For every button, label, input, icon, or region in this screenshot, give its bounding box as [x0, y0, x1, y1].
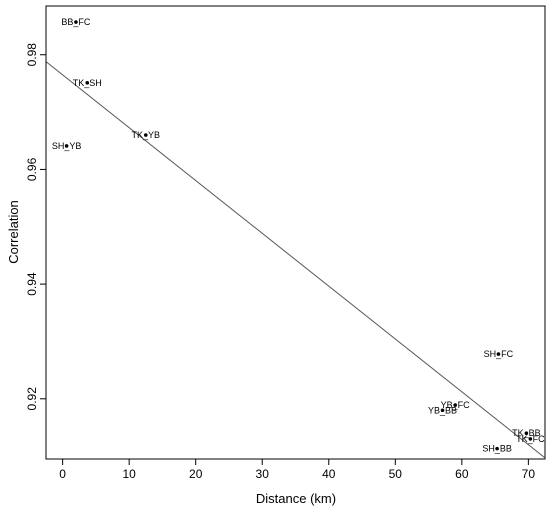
- y-tick-label: 0.96: [25, 157, 39, 181]
- data-point: [74, 20, 78, 24]
- x-tick-label: 30: [256, 467, 270, 481]
- y-axis-title: Correlation: [6, 200, 21, 264]
- point-label: BB_FC: [61, 17, 91, 27]
- data-point: [85, 81, 90, 85]
- x-tick-label: 50: [389, 467, 403, 481]
- y-tick-label: 0.98: [25, 43, 39, 67]
- y-tick-label: 0.92: [25, 387, 39, 411]
- x-tick-label: 70: [522, 467, 536, 481]
- point-label: YB_FC: [441, 400, 471, 410]
- point-label: SH_YB: [52, 141, 82, 151]
- x-tick-label: 0: [59, 467, 66, 481]
- regression-line: [45, 61, 546, 459]
- data-point: [495, 446, 499, 451]
- data-point: [524, 431, 529, 435]
- point-label: SH_FC: [484, 349, 514, 359]
- point-label: SH_BB: [482, 444, 512, 454]
- point-label: YB_BB: [428, 405, 457, 415]
- x-axis-title: Distance (km): [256, 491, 336, 506]
- data-point: [440, 408, 445, 413]
- data-point: [528, 437, 533, 441]
- y-tick-label: 0.94: [25, 272, 39, 296]
- point-label: TK_YB: [132, 130, 161, 140]
- x-tick-label: 10: [122, 467, 136, 481]
- point-label: TK_BB: [512, 428, 541, 438]
- plot-frame: [45, 5, 546, 460]
- data-point: [453, 403, 457, 407]
- point-label: TK_SH: [73, 78, 102, 88]
- point-label: TK_FC: [516, 434, 545, 444]
- x-tick-label: 40: [322, 467, 336, 481]
- data-point: [496, 352, 501, 356]
- x-tick-label: 20: [189, 467, 203, 481]
- data-point: [64, 144, 69, 148]
- x-tick-label: 60: [455, 467, 469, 481]
- data-point: [144, 133, 148, 137]
